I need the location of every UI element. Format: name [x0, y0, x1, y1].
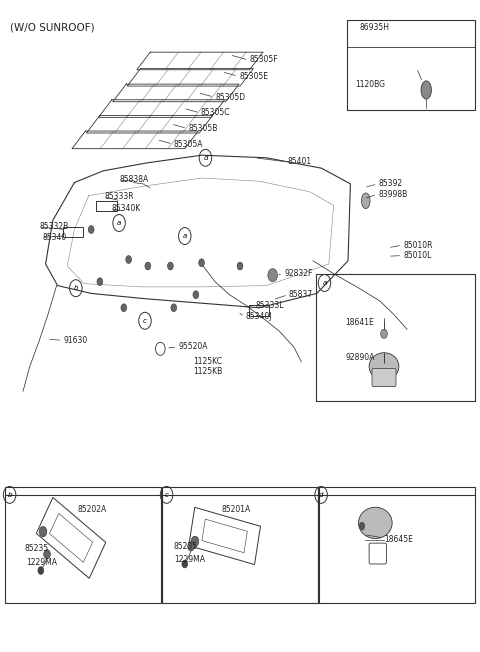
Text: a: a	[117, 220, 121, 226]
Circle shape	[88, 226, 94, 233]
Text: a: a	[323, 280, 326, 286]
Text: 85201A: 85201A	[222, 505, 251, 514]
FancyBboxPatch shape	[372, 368, 396, 387]
Circle shape	[199, 259, 204, 267]
Text: b: b	[73, 285, 78, 291]
Text: 85332B: 85332B	[39, 222, 69, 231]
Text: 85340J: 85340J	[246, 312, 272, 321]
Text: 92832F: 92832F	[284, 269, 312, 278]
Ellipse shape	[359, 507, 392, 539]
Text: 85305B: 85305B	[188, 124, 217, 133]
Text: 92890A: 92890A	[346, 353, 375, 362]
Text: 85305C: 85305C	[201, 108, 230, 117]
Text: a: a	[183, 233, 187, 239]
Bar	[316, 274, 475, 401]
Text: c: c	[143, 318, 147, 324]
Circle shape	[38, 567, 44, 574]
Text: 86935H: 86935H	[359, 23, 389, 32]
Circle shape	[268, 269, 277, 282]
Text: 85401: 85401	[287, 157, 311, 166]
Text: 85392: 85392	[378, 179, 402, 188]
Circle shape	[193, 291, 199, 299]
Ellipse shape	[369, 353, 399, 380]
Bar	[5, 487, 161, 603]
Circle shape	[121, 304, 127, 312]
Circle shape	[237, 262, 243, 270]
Text: b: b	[7, 492, 12, 498]
Text: 83998B: 83998B	[378, 190, 408, 199]
Text: 1120BG: 1120BG	[355, 80, 385, 89]
Text: 85202A: 85202A	[78, 505, 107, 514]
Text: 85305E: 85305E	[239, 72, 268, 81]
Text: 85305F: 85305F	[250, 55, 278, 65]
Text: d: d	[319, 492, 324, 498]
Text: 85333R: 85333R	[105, 192, 134, 201]
Circle shape	[44, 550, 50, 559]
Circle shape	[145, 262, 151, 270]
Text: 95520A: 95520A	[179, 342, 208, 351]
Text: 1125KC: 1125KC	[193, 357, 222, 366]
Circle shape	[171, 304, 177, 312]
Circle shape	[359, 522, 365, 530]
Text: 91630: 91630	[63, 336, 88, 345]
Ellipse shape	[361, 193, 370, 209]
Text: (W/O SUNROOF): (W/O SUNROOF)	[10, 23, 94, 33]
Bar	[319, 487, 475, 603]
Circle shape	[188, 542, 194, 551]
Text: 85010L: 85010L	[403, 251, 432, 260]
Text: 85235: 85235	[25, 544, 49, 554]
Text: 85305D: 85305D	[215, 93, 245, 102]
Circle shape	[168, 262, 173, 270]
Text: 85305A: 85305A	[174, 140, 203, 149]
Bar	[347, 20, 475, 110]
Text: 85340: 85340	[42, 233, 67, 242]
Text: 85837: 85837	[289, 290, 313, 299]
Circle shape	[126, 256, 132, 263]
Text: 85838A: 85838A	[119, 175, 148, 185]
Text: d: d	[203, 155, 208, 161]
Text: 85333L: 85333L	[255, 301, 284, 310]
Text: 1229MA: 1229MA	[26, 557, 58, 567]
Circle shape	[381, 329, 387, 338]
Circle shape	[182, 560, 188, 568]
Circle shape	[191, 536, 199, 546]
Text: 18645E: 18645E	[384, 535, 413, 544]
Circle shape	[97, 278, 103, 286]
Text: 1125KB: 1125KB	[193, 367, 222, 376]
Text: 85235: 85235	[174, 542, 198, 551]
Text: 18641E: 18641E	[346, 318, 374, 327]
Circle shape	[39, 526, 47, 537]
Text: 85340K: 85340K	[111, 204, 141, 213]
Bar	[162, 487, 318, 603]
Ellipse shape	[421, 81, 432, 99]
Text: 85010R: 85010R	[403, 241, 432, 250]
Text: 1229MA: 1229MA	[174, 555, 205, 564]
Text: c: c	[165, 492, 168, 498]
